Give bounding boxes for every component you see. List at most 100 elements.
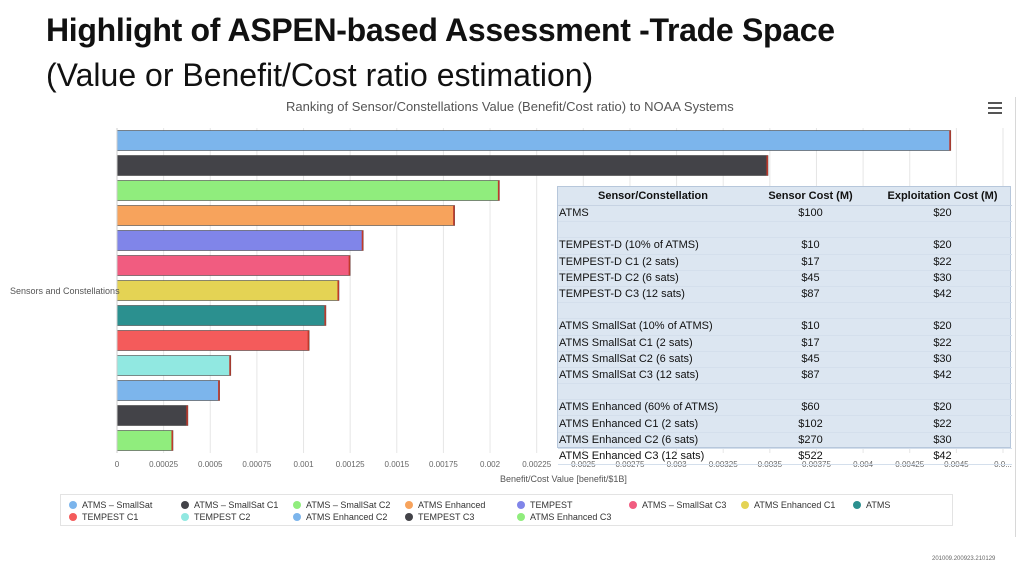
cost-table-cell: $30 [873,270,1012,287]
cost-table-row: ATMS SmallSat C1 (2 sats) $17 $22 [558,335,1012,352]
bar-tempest[interactable] [116,230,364,251]
bar-end-marker [186,405,188,426]
cost-table-cell: ATMS Enhanced C1 (2 sats) [558,415,748,433]
legend-item[interactable]: ATMS – SmallSat C3 [629,500,726,510]
slide-footnote: 201009.200923.210129 [932,556,996,562]
legend-item[interactable]: TEMPEST C1 [69,512,138,522]
cost-table-row [558,383,1012,401]
bar-tempest-c1[interactable] [116,330,310,351]
cost-table-row: TEMPEST-D C1 (2 sats) $17 $22 [558,254,1012,271]
cost-table-overlay: Sensor/Constellation Sensor Cost (M) Explo… [557,186,1012,466]
bar-atms-enhanced-c1[interactable] [116,280,340,301]
x-tick-label: 0.0015 [385,460,410,469]
cost-table-cell: $45 [748,351,873,368]
legend-swatch-icon [405,501,413,509]
cost-table-cell: ATMS Enhanced C3 (12 sats) [558,448,748,466]
x-tick-label: 0.0005 [198,460,223,469]
x-tick-label: 0.001 [294,460,315,469]
legend-label: TEMPEST C3 [418,512,475,522]
cost-table-cell: $522 [748,448,873,466]
x-tick-label: 0.00075 [242,460,271,469]
bar-atms[interactable] [116,305,327,326]
legend-label: TEMPEST C2 [194,512,251,522]
legend-swatch-icon [69,501,77,509]
bar-end-marker [453,205,455,226]
legend-swatch-icon [69,513,77,521]
cost-table-cell: $30 [873,432,1012,449]
legend-label: ATMS – SmallSat C3 [642,500,727,510]
cost-table-cell: $100 [748,205,873,223]
cost-table-row: ATMS SmallSat C2 (6 sats) $45 $30 [558,351,1012,368]
cost-table-cell: TEMPEST-D C1 (2 sats) [558,254,748,271]
cost-table-cell: $42 [873,448,1012,466]
x-tick-label: 0.00425 [895,460,924,469]
legend-item[interactable]: TEMPEST [517,500,573,510]
legend-swatch-icon [293,513,301,521]
x-tick-label: 0.0025 [571,460,596,469]
legend-item[interactable]: ATMS Enhanced C1 [741,500,835,510]
cost-table-cell [873,302,1012,320]
cost-table-cell [873,383,1012,401]
bar-atms-smallsat-c3[interactable] [116,255,351,276]
x-tick-label: 0.00375 [802,460,831,469]
x-tick-label: 0.0045 [944,460,969,469]
x-tick-label: 0.00025 [149,460,178,469]
x-tick-label: 0.00125 [336,460,365,469]
x-tick-label: 0.002 [480,460,501,469]
x-tick-label: 0.0... [994,460,1012,469]
legend-item[interactable]: TEMPEST C2 [181,512,250,522]
legend-item[interactable]: ATMS [853,500,890,510]
cost-table-cell: $20 [873,237,1012,255]
hamburger-menu-icon[interactable] [988,102,1002,116]
cost-table-cell [748,383,873,401]
legend-item[interactable]: TEMPEST C3 [405,512,474,522]
legend-item[interactable]: ATMS Enhanced C2 [293,512,387,522]
cost-table-cell: $270 [748,432,873,449]
bar-end-marker [307,330,310,351]
cost-table-cell: $102 [748,415,873,433]
cost-table-cell: ATMS Enhanced (60% of ATMS) [558,399,748,417]
cost-table-cell: $20 [873,205,1012,223]
legend-item[interactable]: ATMS Enhanced [405,500,485,510]
x-tick-label: 0.003 [667,460,688,469]
cost-table-cell: ATMS [558,205,748,223]
bar-end-marker [171,430,173,451]
legend-swatch-icon [629,501,637,509]
cost-table-cell: ATMS SmallSat C3 (12 sats) [558,367,748,385]
legend-swatch-icon [853,501,861,509]
legend-swatch-icon [181,501,189,509]
legend-item[interactable]: ATMS – SmallSat C1 [181,500,278,510]
cost-table-cell: $22 [873,254,1012,271]
cost-table-row [558,221,1012,239]
cost-table-cell [748,221,873,239]
cost-table-cell: $42 [873,367,1012,385]
cost-table-cell [748,302,873,320]
bar-atms-enhanced[interactable] [116,205,455,226]
y-axis-label: Sensors and Constellations [10,286,120,296]
bar-atms-smallsat-c2[interactable] [116,180,500,201]
bar-atms-smallsat[interactable] [116,380,220,401]
cost-table-cell [558,221,748,239]
legend-item[interactable]: ATMS Enhanced C3 [517,512,611,522]
cost-table-row: ATMS Enhanced C2 (6 sats) $270 $30 [558,432,1012,449]
cost-table-header: Sensor/Constellation Sensor Cost (M) Explo… [558,187,1012,206]
bar-end-marker [218,380,220,401]
bar-atms-smallsat-c1[interactable] [116,405,189,426]
bar-atms-enhanced-c3[interactable] [116,430,174,451]
chart-title: Ranking of Sensor/Constellations Value (… [286,99,734,114]
slide-title: Highlight of ASPEN-based Assessment -Tra… [46,12,835,48]
legend-label: ATMS Enhanced C2 [306,512,388,522]
slide-divider [1015,97,1016,537]
legend-swatch-icon [741,501,749,509]
bar-atms-enhanced-c2[interactable] [116,130,952,151]
legend-item[interactable]: ATMS – SmallSat C2 [293,500,390,510]
bar-end-marker [497,180,500,201]
legend-label: TEMPEST [530,500,573,510]
cost-table-cell: $30 [873,351,1012,368]
cost-table-cell: $42 [873,286,1012,304]
bar-tempest-c3[interactable] [116,155,769,176]
legend-label: TEMPEST C1 [82,512,139,522]
chart-legend: ATMS – SmallSat ATMS – SmallSat C1 ATMS – … [60,494,953,526]
legend-item[interactable]: ATMS – SmallSat [69,500,152,510]
bar-tempest-c2[interactable] [116,355,232,376]
